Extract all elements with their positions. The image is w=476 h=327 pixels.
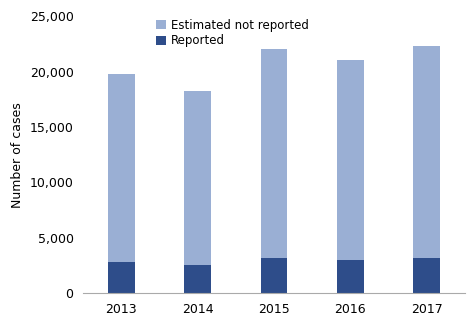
- Legend: Estimated not reported, Reported: Estimated not reported, Reported: [154, 16, 311, 50]
- Bar: [337, 261, 364, 293]
- Y-axis label: Number of cases: Number of cases: [11, 102, 24, 208]
- Bar: [337, 60, 364, 261]
- Bar: [108, 74, 135, 262]
- Bar: [184, 266, 211, 293]
- Bar: [413, 258, 440, 293]
- Bar: [261, 258, 288, 293]
- Bar: [413, 46, 440, 258]
- Bar: [108, 262, 135, 293]
- Bar: [261, 49, 288, 258]
- Bar: [184, 92, 211, 266]
